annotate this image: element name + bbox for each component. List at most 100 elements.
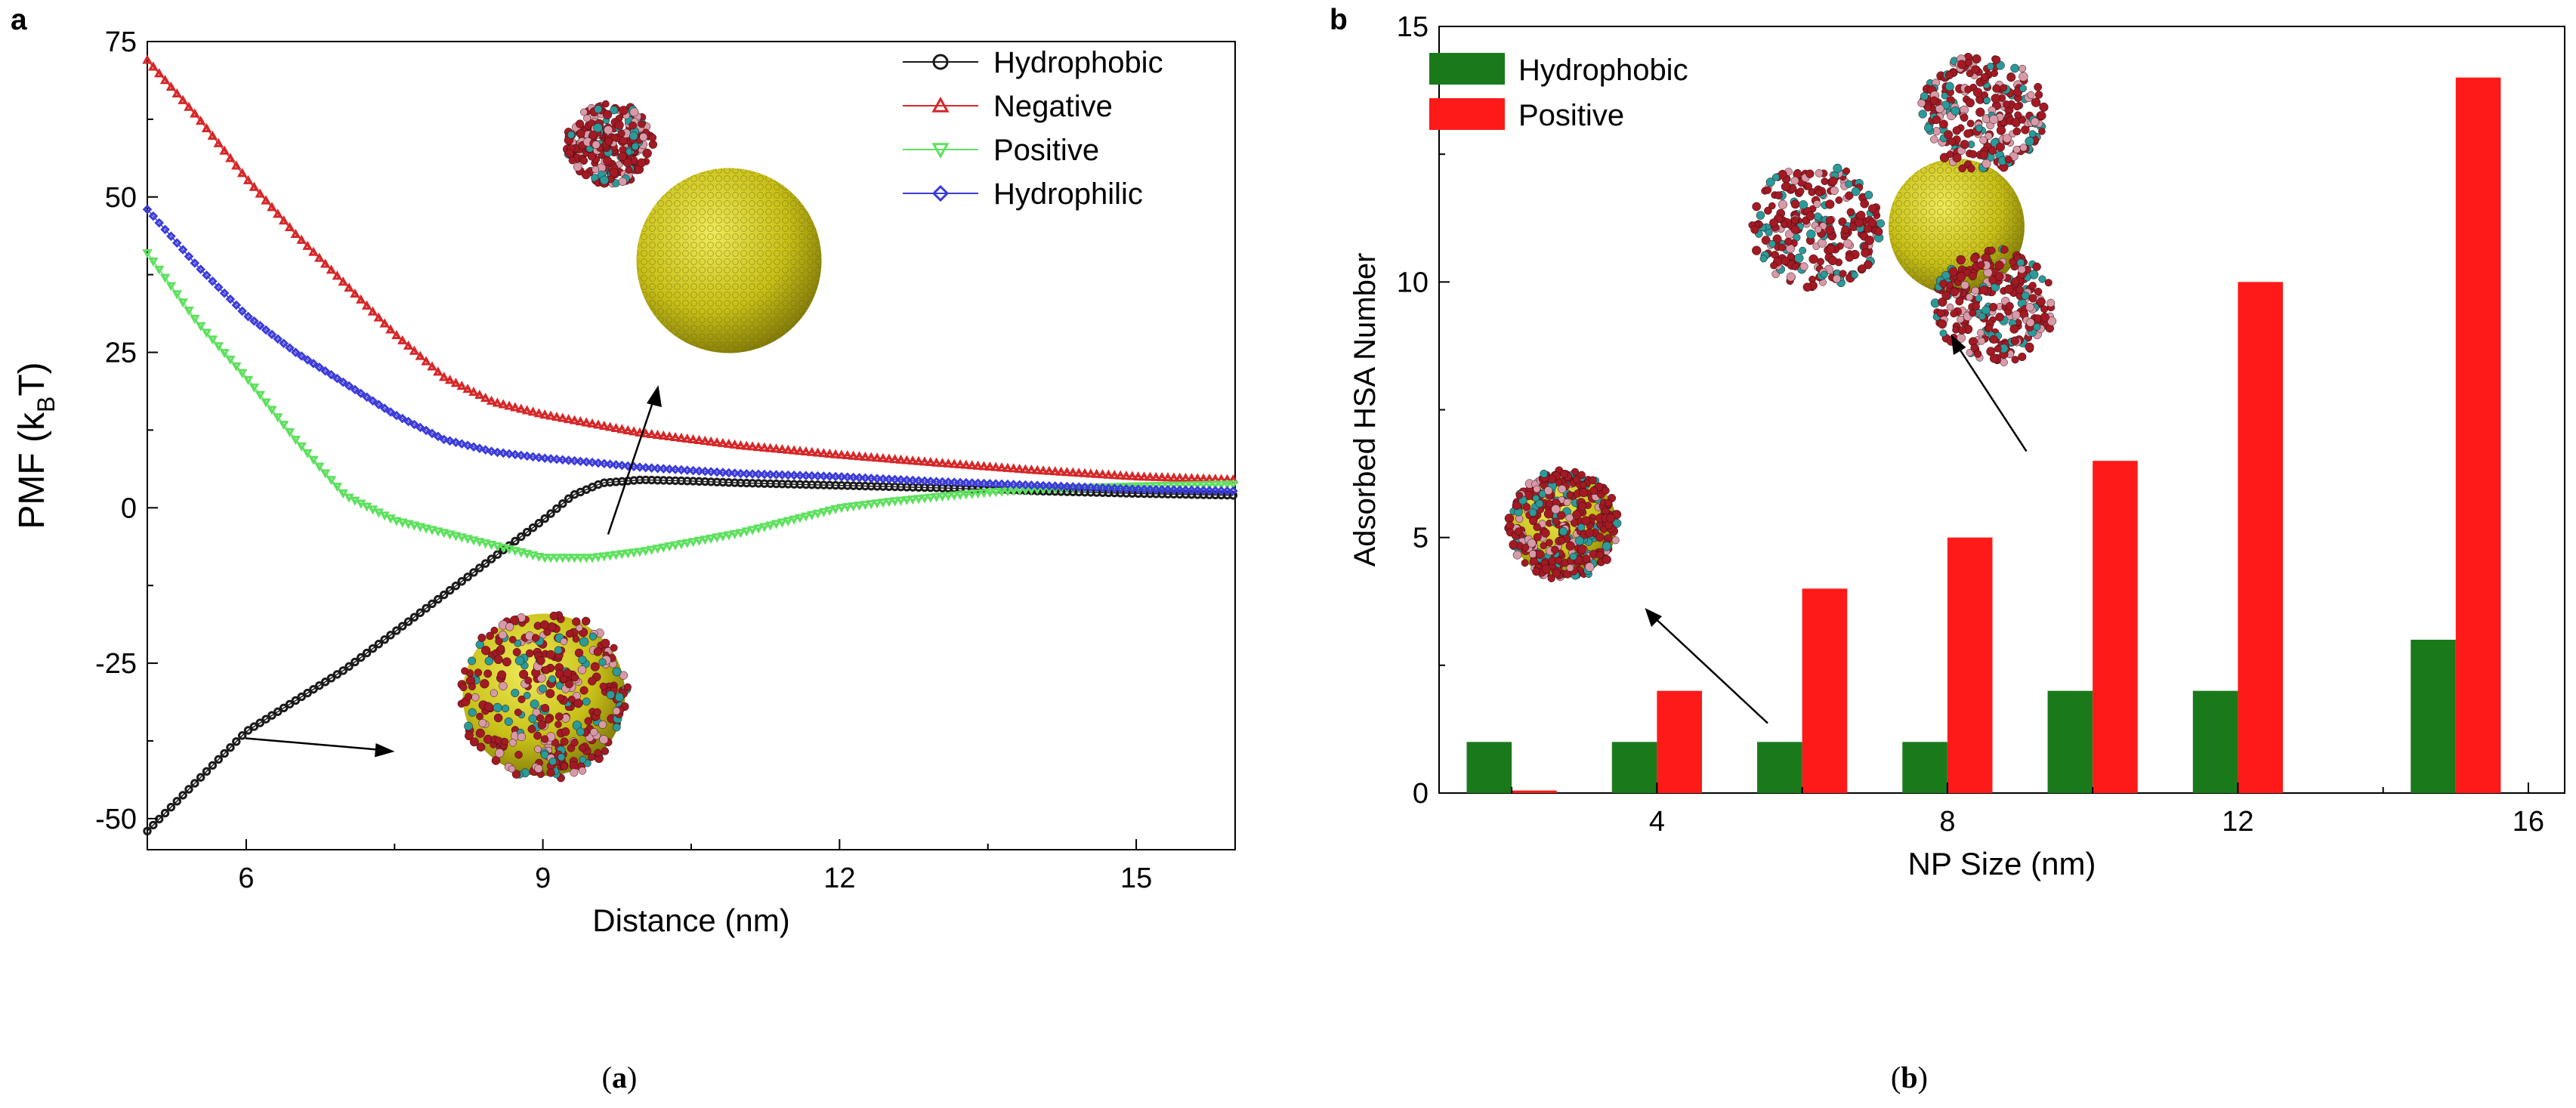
data-point: [1133, 484, 1144, 494]
protein-atom: [1545, 539, 1553, 547]
data-point: [516, 548, 527, 558]
protein-atom: [1978, 337, 1986, 345]
data-point: [451, 437, 461, 448]
data-point: [1174, 481, 1185, 491]
arrow-to-lower-complex: [245, 737, 378, 751]
protein-atom: [1964, 85, 1972, 94]
protein-atom: [1577, 523, 1586, 532]
protein-atom: [1971, 65, 1980, 74]
protein-atom: [459, 683, 468, 692]
data-point: [368, 644, 378, 653]
data-point: [747, 469, 758, 479]
data-point: [291, 696, 301, 705]
protein-atom: [610, 106, 619, 115]
data-point: [901, 455, 913, 464]
legend-label: Hydrophilic: [993, 177, 1143, 211]
data-point: [533, 552, 545, 563]
protein-atom: [1515, 492, 1524, 499]
data-point: [456, 533, 468, 543]
data-point: [165, 282, 177, 292]
data-point: [854, 451, 865, 461]
data-point: [510, 547, 520, 557]
data-point: [1098, 483, 1107, 493]
protein-atom: [1825, 199, 1835, 209]
protein-atom: [2004, 156, 2012, 164]
protein-atom: [523, 691, 531, 699]
protein-atom: [2010, 63, 2019, 73]
data-point: [658, 430, 669, 440]
data-point: [961, 490, 971, 500]
data-point: [219, 349, 230, 359]
data-point: [314, 462, 325, 472]
protein-atom: [1763, 186, 1772, 194]
data-point: [884, 474, 894, 484]
protein-atom: [1969, 309, 1977, 317]
data-point: [729, 529, 740, 540]
protein-atom: [1985, 132, 1993, 140]
data-point: [539, 554, 551, 563]
protein-atom: [554, 721, 562, 728]
panel-a-letter: a: [11, 4, 27, 36]
data-point: [166, 803, 176, 812]
protein-atom: [554, 712, 564, 721]
data-point: [813, 471, 823, 481]
protein-atom: [2013, 103, 2022, 111]
protein-atom: [1948, 267, 1958, 276]
protein-atom: [614, 120, 624, 130]
data-point: [498, 544, 509, 554]
protein-atom: [560, 737, 569, 746]
data-point: [143, 826, 152, 836]
data-point: [302, 240, 313, 250]
panel-a-illustration-hydrophobic-complex: [457, 611, 632, 782]
protein-atom: [501, 737, 509, 745]
bar-hydrophobic: [1611, 742, 1657, 793]
protein-atom: [638, 120, 646, 128]
data-point: [747, 526, 758, 535]
data-point: [308, 246, 319, 256]
protein-atom: [1841, 225, 1850, 234]
protein-atom: [533, 731, 542, 740]
protein-atom: [1540, 469, 1549, 478]
protein-atom: [2004, 284, 2014, 295]
data-point: [521, 550, 533, 560]
data-point: [255, 320, 265, 331]
protein-atom: [1968, 272, 1977, 281]
protein-atom: [484, 702, 494, 712]
protein-atom: [1540, 528, 1550, 538]
protein-atom: [1958, 164, 1966, 173]
data-point: [872, 452, 882, 462]
protein-atom: [542, 665, 551, 674]
data-point: [1121, 471, 1132, 480]
protein-atom: [1966, 293, 1974, 301]
data-point: [178, 245, 188, 255]
data-point: [231, 160, 242, 170]
data-point: [201, 122, 212, 133]
data-point: [866, 473, 876, 483]
data-point: [961, 477, 971, 488]
data-point: [937, 492, 948, 502]
protein-atom: [612, 723, 621, 732]
data-point: [332, 270, 343, 280]
data-point: [232, 737, 241, 746]
protein-atom: [602, 110, 613, 120]
data-point: [391, 329, 402, 340]
data-point: [664, 464, 675, 474]
data-point: [1038, 485, 1049, 495]
data-point: [1092, 483, 1102, 492]
protein-atom: [2018, 116, 2027, 124]
protein-atom: [1765, 228, 1773, 236]
protein-atom: [629, 121, 637, 130]
bar-positive: [1512, 790, 1557, 793]
data-point: [570, 455, 579, 466]
protein-atom: [1960, 140, 1969, 150]
data-point: [273, 707, 283, 716]
legend-item-negative: Negative: [903, 90, 1113, 123]
legend-swatch: [1429, 53, 1505, 85]
data-point: [273, 208, 283, 218]
protein-atom: [1528, 508, 1537, 517]
protein-atom: [590, 728, 598, 736]
data-point: [712, 533, 722, 543]
data-point: [480, 445, 491, 455]
data-point: [889, 454, 900, 464]
data-point: [385, 324, 396, 334]
